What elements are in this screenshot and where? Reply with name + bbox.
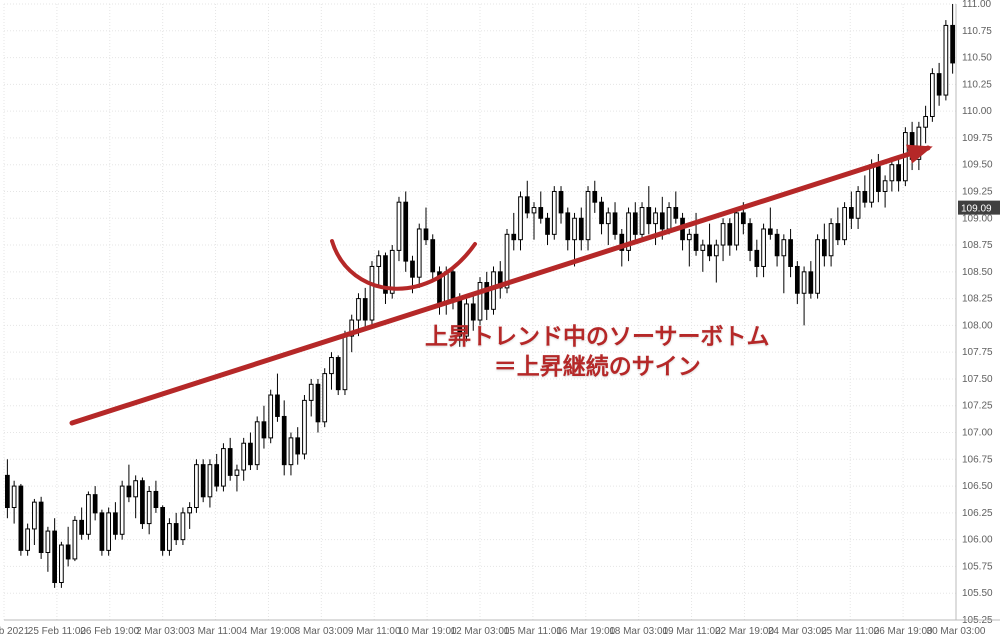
svg-text:106.25: 106.25 bbox=[962, 508, 993, 519]
svg-text:4 Feb 2021: 4 Feb 2021 bbox=[0, 626, 30, 637]
svg-text:110.75: 110.75 bbox=[962, 26, 992, 37]
svg-text:4 Mar 19:00: 4 Mar 19:00 bbox=[242, 626, 296, 637]
svg-text:25 Mar 11:00: 25 Mar 11:00 bbox=[821, 626, 880, 637]
svg-text:10 Mar 19:00: 10 Mar 19:00 bbox=[398, 626, 457, 637]
svg-text:30 Mar 03:00: 30 Mar 03:00 bbox=[927, 626, 986, 637]
svg-text:105.50: 105.50 bbox=[962, 588, 993, 599]
svg-text:105.75: 105.75 bbox=[962, 561, 993, 572]
svg-text:26 Mar 19:00: 26 Mar 19:00 bbox=[874, 626, 933, 637]
svg-text:8 Mar 03:00: 8 Mar 03:00 bbox=[295, 626, 349, 637]
svg-text:109.09: 109.09 bbox=[961, 204, 992, 215]
svg-text:12 Mar 03:00: 12 Mar 03:00 bbox=[451, 626, 510, 637]
svg-text:15 Mar 11:00: 15 Mar 11:00 bbox=[504, 626, 563, 637]
svg-text:16 Mar 19:00: 16 Mar 19:00 bbox=[556, 626, 615, 637]
svg-text:107.50: 107.50 bbox=[962, 374, 993, 385]
svg-text:108.50: 108.50 bbox=[962, 267, 993, 278]
svg-text:109.50: 109.50 bbox=[962, 160, 993, 171]
annotation-line2: ＝上昇継続のサイン bbox=[425, 352, 770, 382]
svg-text:18 Mar 03:00: 18 Mar 03:00 bbox=[609, 626, 668, 637]
svg-text:26 Feb 19:00: 26 Feb 19:00 bbox=[80, 626, 139, 637]
svg-text:108.25: 108.25 bbox=[962, 294, 993, 305]
svg-text:25 Feb 11:00: 25 Feb 11:00 bbox=[28, 626, 87, 637]
svg-text:107.75: 107.75 bbox=[962, 347, 993, 358]
svg-text:2 Mar 03:00: 2 Mar 03:00 bbox=[136, 626, 190, 637]
annotation-line1: 上昇トレンド中のソーサーボトム bbox=[425, 322, 770, 352]
svg-text:108.75: 108.75 bbox=[962, 240, 993, 251]
svg-text:108.00: 108.00 bbox=[962, 320, 993, 331]
svg-text:19 Mar 11:00: 19 Mar 11:00 bbox=[662, 626, 721, 637]
svg-text:109.00: 109.00 bbox=[962, 213, 993, 224]
svg-text:9 Mar 11:00: 9 Mar 11:00 bbox=[348, 626, 401, 637]
svg-text:110.25: 110.25 bbox=[962, 79, 992, 90]
svg-text:110.50: 110.50 bbox=[962, 53, 992, 64]
svg-text:106.50: 106.50 bbox=[962, 481, 993, 492]
svg-text:3 Mar 11:00: 3 Mar 11:00 bbox=[189, 626, 242, 637]
chart-container: USDJPY,H4 109.22 109.25 109.09 109.09 10… bbox=[0, 0, 1002, 644]
svg-text:22 Mar 19:00: 22 Mar 19:00 bbox=[715, 626, 774, 637]
svg-text:110.00: 110.00 bbox=[962, 106, 992, 117]
svg-text:107.25: 107.25 bbox=[962, 401, 993, 412]
svg-text:111.00: 111.00 bbox=[962, 0, 992, 10]
svg-text:109.75: 109.75 bbox=[962, 133, 993, 144]
svg-text:24 Mar 03:00: 24 Mar 03:00 bbox=[768, 626, 827, 637]
svg-text:106.75: 106.75 bbox=[962, 454, 993, 465]
svg-text:109.25: 109.25 bbox=[962, 186, 993, 197]
svg-text:106.00: 106.00 bbox=[962, 535, 993, 546]
svg-text:107.00: 107.00 bbox=[962, 428, 993, 439]
annotation-text: 上昇トレンド中のソーサーボトム ＝上昇継続のサイン bbox=[425, 322, 770, 382]
